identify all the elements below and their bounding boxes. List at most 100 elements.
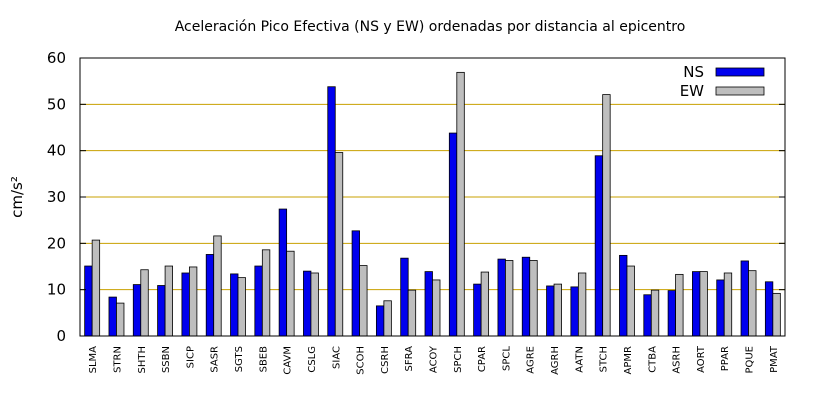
x-tick-label: SIAC (331, 346, 342, 369)
bar-ns-sbeb (254, 265, 263, 337)
x-tick-label: CSLG (307, 346, 318, 373)
x-tick-label: SASR (210, 346, 221, 373)
bar-ns-slma (84, 265, 93, 337)
bar-ns-sgts (230, 273, 239, 337)
x-axis-ticks: SLMA STRN SHTH SSBN SICP SASR SGTS SBEB CAVM CSLG… (88, 345, 780, 375)
x-tick-label: SLMA (88, 346, 99, 374)
x-tick-label: SPCH (453, 346, 464, 373)
x-tick-label: SGTS (234, 346, 245, 372)
x-tick-label: SFRA (404, 346, 415, 372)
x-tick-label: AGRH (550, 346, 561, 375)
bar-ns-aort (692, 271, 701, 337)
bar-ns-sfra (400, 257, 409, 337)
gridlines (80, 103, 785, 291)
bar-ew-acoy (432, 279, 441, 337)
y-tick-label: 50 (47, 95, 66, 113)
bar-ew-sicp (188, 266, 198, 337)
bar-ew-apmr (626, 265, 635, 337)
x-tick-label: SSBN (161, 346, 172, 373)
x-tick-label: ASRH (672, 346, 683, 374)
bar-ns-shth (132, 284, 142, 337)
x-tick-label: SPCL (501, 346, 512, 371)
bar-ew-scoh (359, 265, 368, 337)
bar-ew-strn (116, 302, 125, 337)
bar-ew-ctba (650, 289, 660, 337)
x-tick-label: STCH (599, 346, 610, 372)
bar-ew-spcl (505, 260, 514, 337)
bar-ns-pque (740, 260, 749, 337)
bar-ns-agre (521, 256, 531, 337)
x-tick-label: SBEB (258, 346, 269, 373)
bar-ew-siac (334, 152, 344, 337)
x-tick-label: SCOH (356, 346, 367, 375)
bar-ew-shth (140, 269, 149, 337)
x-tick-label: CPAR (477, 346, 488, 372)
bar-ns-cavm (278, 208, 288, 337)
y-tick-label: 40 (47, 142, 66, 160)
bar-ns-apmr (619, 254, 628, 337)
bar-ew-sfra (407, 289, 417, 337)
bar-ew-spch (456, 71, 465, 337)
legend-label-ns: NS (683, 63, 704, 81)
bar-ns-aatn (570, 286, 579, 337)
bar-ew-cslg (310, 272, 319, 337)
x-tick-label: CSRH (380, 346, 391, 374)
bar-ew-agrh (553, 283, 562, 337)
bar-ew-csrh (383, 300, 392, 337)
bar-ew-sgts (237, 277, 246, 337)
bar-ns-scoh (351, 230, 360, 337)
bar-ns-spch (448, 132, 458, 337)
bar-ns-cpar (473, 283, 482, 337)
bar-ns-siac (327, 86, 336, 337)
x-tick-label: ACOY (429, 345, 440, 373)
bar-ew-aatn (577, 272, 587, 337)
bar-ew-asrh (675, 273, 684, 337)
x-tick-label: CTBA (647, 346, 658, 373)
y-tick-label: 20 (47, 234, 66, 252)
bar-ew-ppar (723, 272, 733, 337)
x-tick-label: AATN (574, 346, 585, 373)
x-tick-label: PMAT (769, 345, 780, 373)
bar-ns-ssbn (157, 285, 166, 337)
bar-ew-cpar (480, 271, 490, 337)
y-axis-ticks: 0 10 20 30 40 50 60 (47, 49, 785, 345)
y-tick-label: 10 (47, 281, 66, 299)
bar-ns-agrh (546, 285, 555, 337)
x-tick-label: STRN (112, 346, 123, 373)
x-tick-label: APMR (623, 346, 634, 374)
y-tick-label: 60 (47, 49, 66, 67)
bar-ns-cslg (303, 270, 312, 337)
bars (84, 71, 781, 337)
bar-ns-csrh (375, 305, 385, 337)
bar-ns-asrh (667, 290, 676, 337)
x-tick-label: CAVM (283, 346, 294, 375)
bar-ns-pmat (764, 281, 774, 337)
x-tick-label: SHTH (137, 346, 148, 374)
bar-ns-strn (108, 296, 117, 337)
x-tick-label: PPAR (720, 346, 731, 371)
bar-ew-pmat (772, 292, 781, 337)
y-tick-label: 30 (47, 188, 66, 206)
x-tick-label: SICP (185, 346, 196, 368)
bar-ns-acoy (424, 271, 433, 337)
bar-ew-agre (529, 260, 538, 337)
legend-swatch-ew (715, 86, 765, 96)
bar-ew-pque (748, 270, 757, 337)
bar-ew-slma (91, 239, 101, 337)
bar-ew-cavm (286, 250, 295, 337)
bar-ew-stch (602, 94, 611, 337)
x-tick-label: AORT (696, 345, 707, 373)
bar-ew-aort (699, 271, 708, 337)
bar-ns-ctba (643, 294, 652, 337)
bar-ns-sicp (181, 272, 190, 337)
y-tick-label: 0 (56, 327, 66, 345)
bar-ns-ppar (716, 279, 725, 337)
bar-ew-sasr (213, 235, 222, 337)
bar-ns-sasr (205, 254, 215, 337)
bar-ew-ssbn (164, 265, 173, 337)
x-tick-label: PQUE (745, 346, 756, 374)
bar-ns-spcl (497, 258, 506, 337)
legend-label-ew: EW (680, 82, 704, 100)
